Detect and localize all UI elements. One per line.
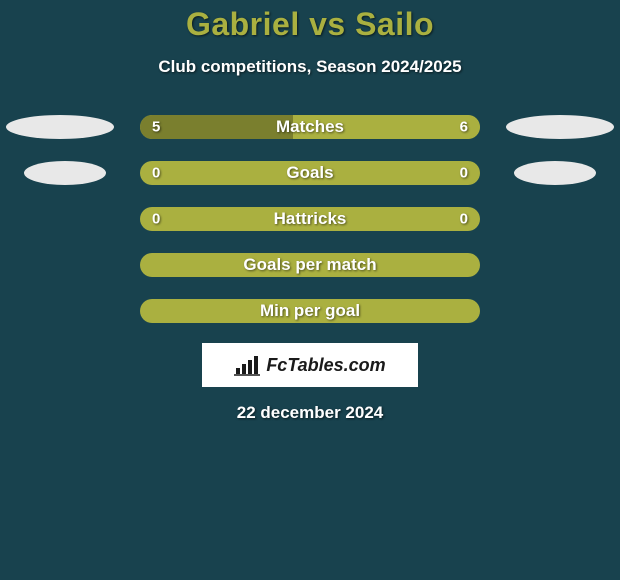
date-line: 22 december 2024 [0, 403, 620, 423]
stat-pill: 0 0 Goals [140, 161, 480, 185]
player-right-marker [506, 115, 614, 139]
stat-row: Min per goal [0, 299, 620, 323]
stat-value-right: 0 [460, 165, 468, 182]
comparison-infographic: Gabriel vs Sailo Club competitions, Seas… [0, 0, 620, 580]
player-left-marker [6, 115, 114, 139]
stat-row: 5 6 Matches [0, 115, 620, 139]
stat-value-right: 6 [460, 119, 468, 136]
stat-value-right: 0 [460, 211, 468, 228]
stat-value-left: 0 [152, 211, 160, 228]
stat-label: Min per goal [260, 301, 360, 321]
bar-chart-icon [234, 354, 260, 376]
stat-row: 0 0 Hattricks [0, 207, 620, 231]
stat-row: 0 0 Goals [0, 161, 620, 185]
stat-row: Goals per match [0, 253, 620, 277]
page-title: Gabriel vs Sailo [0, 0, 620, 43]
stat-label: Goals [286, 163, 333, 183]
stat-label: Goals per match [243, 255, 376, 275]
stat-value-left: 5 [152, 119, 160, 136]
stat-label: Matches [276, 117, 344, 137]
pill-fill-left [140, 115, 293, 139]
subtitle: Club competitions, Season 2024/2025 [0, 57, 620, 77]
stat-label: Hattricks [274, 209, 347, 229]
player-left-marker [24, 161, 106, 185]
player-right-marker [514, 161, 596, 185]
stat-pill: Goals per match [140, 253, 480, 277]
stat-pill: Min per goal [140, 299, 480, 323]
logo-text: FcTables.com [266, 355, 385, 376]
stat-pill: 0 0 Hattricks [140, 207, 480, 231]
logo-box: FcTables.com [202, 343, 418, 387]
stat-value-left: 0 [152, 165, 160, 182]
stat-rows: 5 6 Matches 0 0 Goals 0 0 Hattricks Goals per mat… [0, 115, 620, 323]
stat-pill: 5 6 Matches [140, 115, 480, 139]
